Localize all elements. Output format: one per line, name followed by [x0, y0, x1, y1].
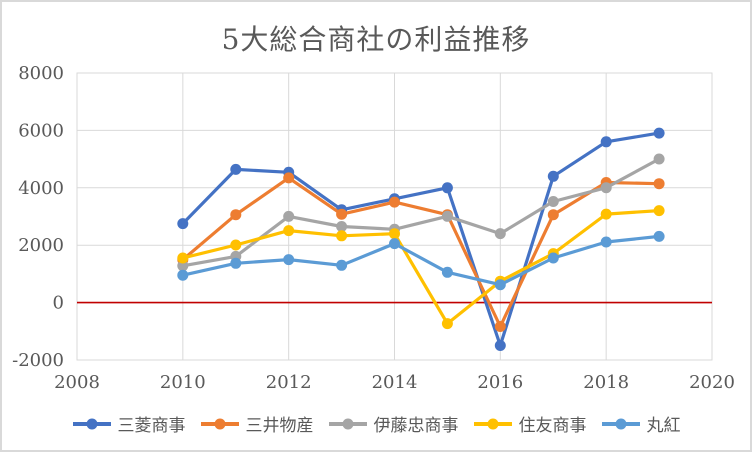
svg-text:2018: 2018 [583, 372, 629, 393]
svg-text:2016: 2016 [477, 372, 523, 393]
legend-label: 三井物産 [245, 416, 314, 436]
legend-marker-icon [473, 418, 512, 429]
legend-label: 伊藤忠商事 [373, 416, 459, 436]
svg-text:-2000: -2000 [12, 350, 64, 371]
svg-text:6000: 6000 [18, 120, 64, 141]
legend-marker-icon [72, 418, 111, 429]
svg-text:0: 0 [53, 293, 64, 314]
legend-label: 丸紅 [646, 416, 681, 436]
legend-marker-icon [200, 418, 239, 429]
legend-item-0: 三菱商事 [72, 411, 186, 436]
legend-item-4: 丸紅 [601, 411, 681, 436]
legend: 三菱商事 三井物産 伊藤忠商事 住友商事 丸紅 [2, 411, 750, 436]
svg-text:2010: 2010 [160, 372, 206, 393]
svg-text:2020: 2020 [689, 372, 735, 393]
legend-item-2: 伊藤忠商事 [328, 411, 459, 436]
legend-item-3: 住友商事 [473, 411, 587, 436]
chart-title: 5大総合商社の利益推移 [221, 23, 531, 56]
svg-text:4000: 4000 [18, 178, 64, 199]
legend-label: 住友商事 [518, 416, 587, 436]
legend-label: 三菱商事 [117, 416, 186, 436]
legend-marker-icon [328, 418, 367, 429]
svg-text:2012: 2012 [266, 372, 312, 393]
svg-text:8000: 8000 [18, 63, 64, 84]
svg-text:2008: 2008 [54, 372, 100, 393]
svg-text:2014: 2014 [372, 372, 418, 393]
legend-marker-icon [601, 418, 640, 429]
svg-text:2000: 2000 [18, 235, 64, 256]
legend-item-1: 三井物産 [200, 411, 314, 436]
